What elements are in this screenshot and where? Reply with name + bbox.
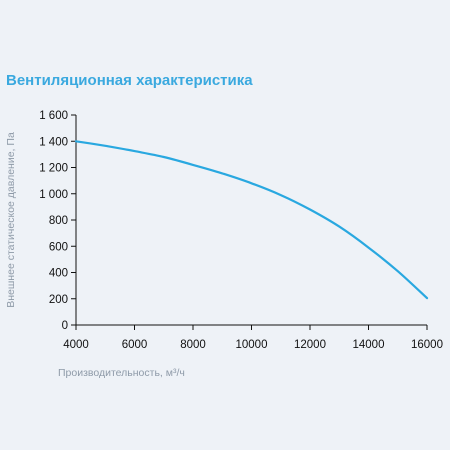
x-tick-label: 14000 — [353, 339, 385, 351]
y-tick-label: 1 000 — [39, 189, 68, 201]
y-tick-label: 0 — [62, 320, 68, 332]
y-ticks: 0 200 400 600 800 1 000 1 200 1 400 1 600 — [39, 110, 76, 332]
y-tick-label: 800 — [49, 215, 68, 227]
x-tick-label: 16000 — [411, 339, 443, 351]
axes — [75, 115, 427, 326]
y-tick-label: 200 — [49, 294, 68, 306]
x-ticks: 4000 6000 8000 10000 12000 14000 16000 — [63, 325, 443, 351]
chart-title: Вентиляционная характеристика — [6, 72, 253, 89]
x-tick-label: 4000 — [63, 339, 89, 351]
y-tick-label: 1 200 — [39, 163, 68, 175]
y-tick-label: 600 — [49, 241, 68, 253]
x-tick-label: 8000 — [180, 339, 206, 351]
x-tick-label: 10000 — [236, 339, 268, 351]
x-tick-label: 12000 — [294, 339, 326, 351]
x-axis-title: Производительность, м³/ч — [58, 367, 185, 379]
y-tick-label: 1 600 — [39, 110, 68, 122]
y-tick-label: 1 400 — [39, 136, 68, 148]
y-tick-label: 400 — [49, 268, 68, 280]
y-axis-title: Внешнее статическое давление, Па — [5, 132, 17, 308]
series-line — [74, 140, 429, 300]
x-tick-label: 6000 — [122, 339, 148, 351]
